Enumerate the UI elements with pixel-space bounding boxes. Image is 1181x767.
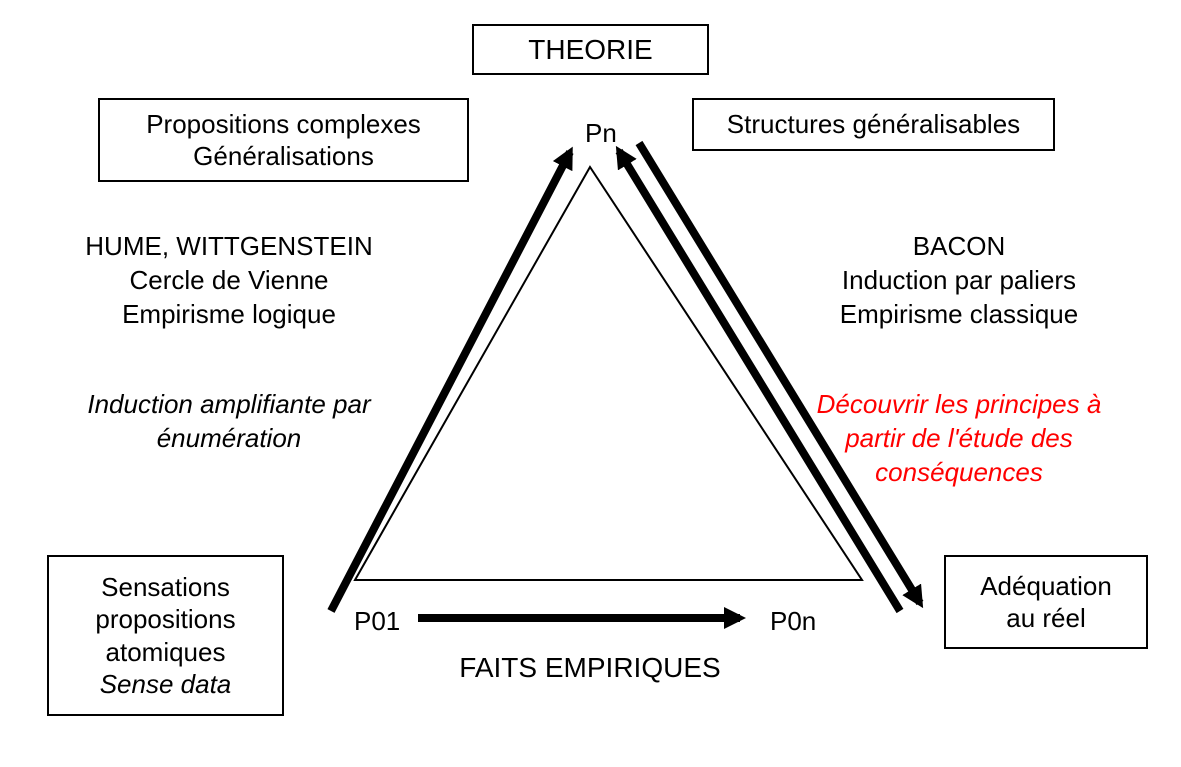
- line: Induction amplifiante par: [64, 388, 394, 422]
- vertex-p0n: P0n: [770, 605, 816, 639]
- diagram-root: THEORIE Pn P01 P0n FAITS EMPIRIQUES Prop…: [0, 0, 1181, 767]
- line: HUME, WITTGENSTEIN: [64, 230, 394, 264]
- line: Généralisations: [193, 140, 374, 173]
- line: Adéquation: [980, 570, 1112, 603]
- line: Sensations: [101, 571, 230, 604]
- vertex-pn: Pn: [585, 117, 617, 151]
- arrow-right-down: [639, 143, 920, 603]
- line: Empirisme logique: [64, 298, 394, 332]
- box-propositions-complexes: Propositions complexes Généralisations: [98, 98, 469, 182]
- line: Cercle de Vienne: [64, 264, 394, 298]
- right-block2: Découvrir les principes à partir de l'ét…: [785, 388, 1133, 489]
- line: Induction par paliers: [785, 264, 1133, 298]
- left-block2: Induction amplifiante par énumération: [64, 388, 394, 456]
- title-theorie-text: THEORIE: [528, 32, 652, 67]
- line: Propositions complexes: [146, 108, 421, 141]
- box-adequation: Adéquation au réel: [944, 555, 1148, 649]
- line: atomiques: [106, 636, 226, 669]
- arrow-right-up: [619, 151, 900, 611]
- arrow-left-up: [331, 152, 570, 611]
- title-theorie: THEORIE: [472, 24, 709, 75]
- line: énumération: [64, 422, 394, 456]
- line: conséquences: [785, 456, 1133, 490]
- line: Empirisme classique: [785, 298, 1133, 332]
- box-sensations: Sensations propositions atomiques Sense …: [47, 555, 284, 716]
- right-block1: BACON Induction par paliers Empirisme cl…: [785, 230, 1133, 331]
- line: Découvrir les principes à: [785, 388, 1133, 422]
- left-block1: HUME, WITTGENSTEIN Cercle de Vienne Empi…: [64, 230, 394, 331]
- line: Structures généralisables: [727, 108, 1020, 141]
- box-structures-generalisables: Structures généralisables: [692, 98, 1055, 151]
- line: propositions: [95, 603, 235, 636]
- line: partir de l'étude des: [785, 422, 1133, 456]
- title-faits: FAITS EMPIRIQUES: [410, 650, 770, 686]
- line: BACON: [785, 230, 1133, 264]
- triangle: [355, 167, 862, 580]
- line: Sense data: [100, 668, 232, 701]
- line: au réel: [1006, 602, 1086, 635]
- vertex-p01: P01: [354, 605, 400, 639]
